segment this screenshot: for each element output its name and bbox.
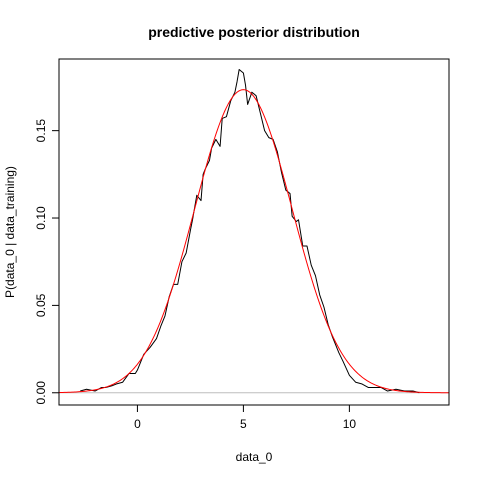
plot-frame bbox=[58, 58, 450, 406]
y-axis-label: P(data_0 | data_training) bbox=[3, 166, 17, 298]
y-tick-label: 0.05 bbox=[34, 293, 48, 317]
x-axis: 0 5 10 bbox=[134, 404, 357, 431]
x-tick-label: 5 bbox=[240, 417, 247, 431]
y-tick-label: 0.00 bbox=[34, 381, 48, 405]
x-tick-label: 0 bbox=[134, 417, 141, 431]
series-line-theoretical bbox=[59, 89, 449, 394]
y-tick-label: 0.15 bbox=[34, 119, 48, 143]
y-tick-label: 0.10 bbox=[34, 206, 48, 230]
series-line-empirical bbox=[80, 68, 420, 394]
x-tick-label: 10 bbox=[343, 417, 357, 431]
y-axis: 0.00 0.05 0.10 0.15 bbox=[34, 119, 60, 405]
x-axis-label: data_0 bbox=[236, 450, 273, 464]
series-layer bbox=[59, 68, 449, 394]
chart-title: predictive posterior distribution bbox=[148, 24, 360, 40]
